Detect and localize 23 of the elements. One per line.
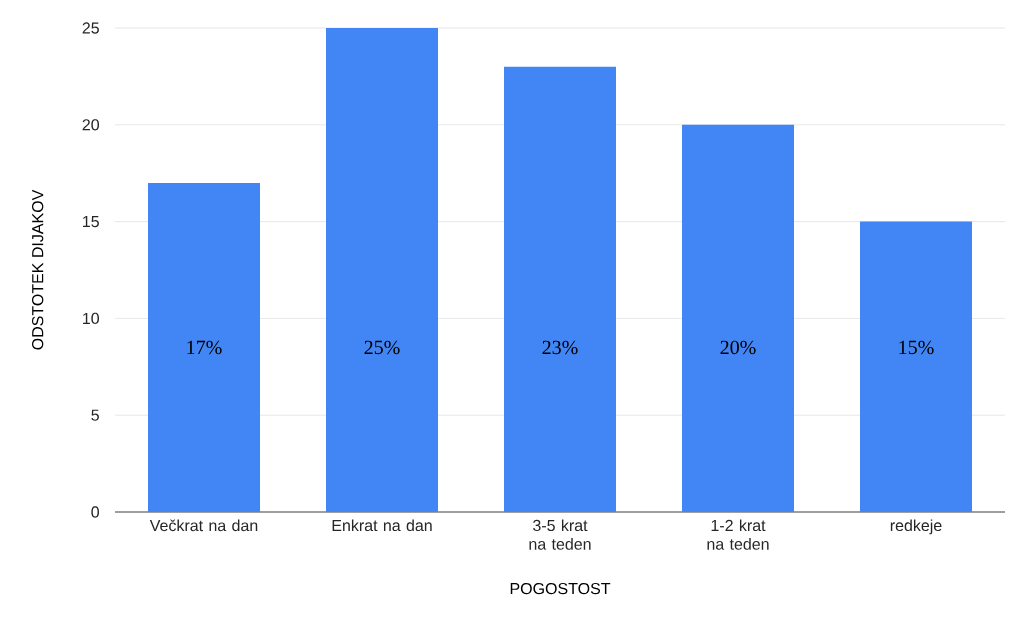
data-label: 15% <box>899 340 934 355</box>
data-label: 23% <box>542 340 578 355</box>
bar <box>682 124 794 512</box>
data-label: 17% <box>187 340 222 355</box>
data-label: 20% <box>720 340 756 355</box>
y-tick-label: 25 <box>82 22 99 34</box>
bar <box>860 221 972 512</box>
y-tick-label: 10 <box>83 312 100 325</box>
x-axis-title: POGOSTOST <box>510 582 611 595</box>
x-tick-label: redkeje <box>890 519 942 535</box>
y-tick-label: 20 <box>82 119 100 131</box>
x-tick-label: 3-5 krat na teden <box>529 519 591 550</box>
bar <box>504 66 617 512</box>
y-tick-label: 5 <box>91 409 99 421</box>
y-tick-label: 15 <box>83 216 99 228</box>
x-tick-label: Večkrat na dan <box>149 519 258 532</box>
bar <box>148 182 261 512</box>
x-tick-label: Enkrat na dan <box>332 519 432 532</box>
data-label: 25% <box>364 340 400 355</box>
bar <box>326 28 438 512</box>
x-tick-label: 1-2 krat na teden <box>707 519 769 550</box>
y-tick-label: 0 <box>91 506 100 518</box>
y-axis-title: ODSTOTEK DIJAKOV <box>32 189 44 350</box>
